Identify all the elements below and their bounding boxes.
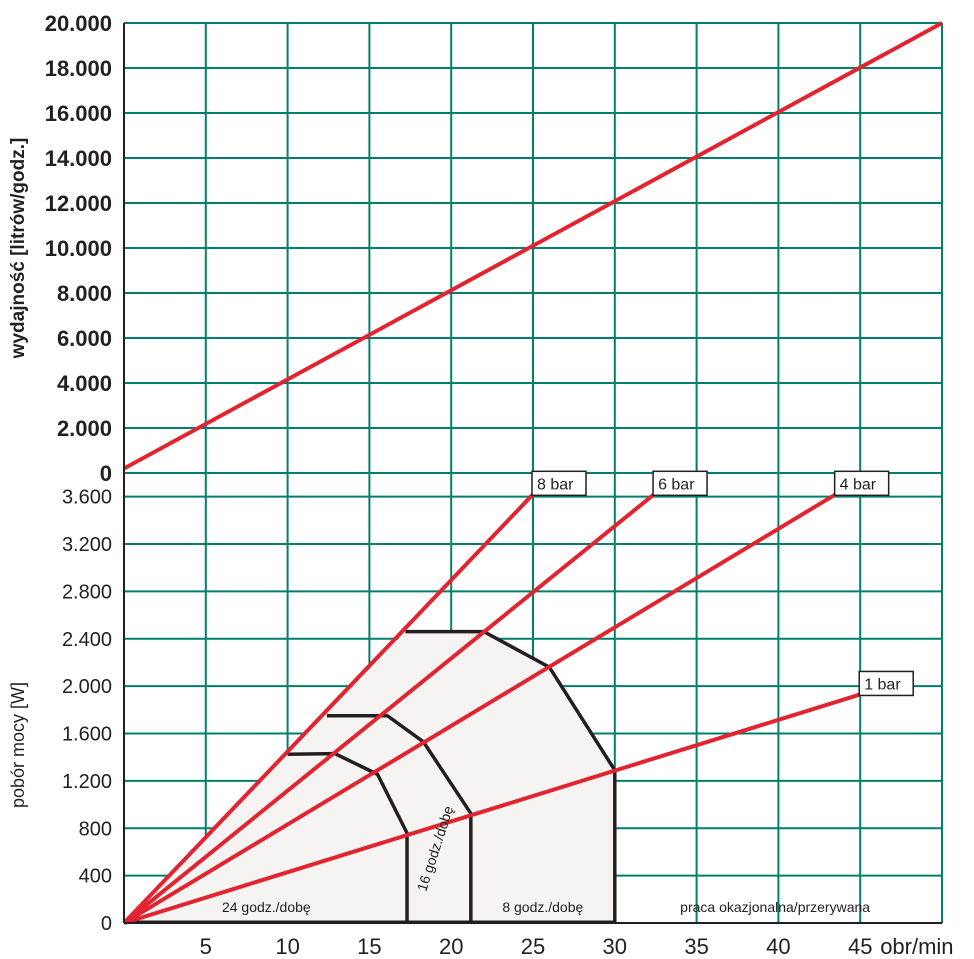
y-tick-label-bottom: 0 <box>101 913 112 935</box>
y-tick-label-top: 12.000 <box>45 191 112 216</box>
pressure-label-box <box>531 470 587 497</box>
x-tick-label: 5 <box>200 934 212 959</box>
y-tick-label-bottom: 400 <box>79 866 112 888</box>
y-tick-label-top: 2.000 <box>57 416 112 441</box>
axes <box>123 23 942 924</box>
y-tick-label-bottom: 1.600 <box>62 724 112 746</box>
y-tick-label-top: 16.000 <box>45 101 112 126</box>
power-line-8-bar <box>122 492 535 925</box>
pressure-label: 6 bar <box>658 476 695 493</box>
y-tick-label-bottom: 2.000 <box>62 676 112 698</box>
y-tick-label-bottom: 2.800 <box>62 581 112 603</box>
x-tick-label: 45 <box>848 934 872 959</box>
y-tick-label-bottom: 2.400 <box>62 629 112 651</box>
y-tick-label-top: 0 <box>100 461 112 486</box>
y-axis-label-bottom: pobór mocy [W] <box>8 682 28 808</box>
x-tick-label: 30 <box>603 934 627 959</box>
power-line-4-bar <box>122 492 837 925</box>
y-tick-label-top: 14.000 <box>45 146 112 171</box>
y-tick-label-bottom: 800 <box>79 818 112 840</box>
capacity-line <box>123 21 943 471</box>
pressure-label: 1 bar <box>864 676 901 693</box>
series-lines <box>122 21 943 925</box>
y-tick-label-top: 20.000 <box>45 11 112 36</box>
x-axis-unit: obr/min <box>880 934 953 959</box>
pressure-labels: 8 bar 6 bar 4 bar 1 bar <box>531 470 914 697</box>
pressure-label-box <box>652 470 708 497</box>
x-tick-label: 35 <box>684 934 708 959</box>
x-tick-label: 20 <box>439 934 463 959</box>
pressure-label: 8 bar <box>537 476 574 493</box>
y-tick-label-top: 6.000 <box>57 326 112 351</box>
zone-boundary <box>287 751 409 923</box>
y-tick-label-bottom: 3.600 <box>62 487 112 509</box>
y-tick-label-top: 8.000 <box>57 281 112 306</box>
y-tick-label-bottom: 3.200 <box>62 534 112 556</box>
y-axis-label-top: wydajność [litrów/godz.] <box>8 138 29 360</box>
power-line-6-bar <box>122 492 656 925</box>
power-line-1-bar <box>123 692 861 925</box>
zone-label: praca okazjonalna/przerywana <box>680 899 870 915</box>
zone-label: 8 godz./dobę <box>502 899 583 915</box>
y-tick-label-top: 10.000 <box>45 236 112 261</box>
pressure-label-box <box>833 470 890 497</box>
pressure-label: 4 bar <box>840 476 877 493</box>
y-tick-label-bottom: 1.200 <box>62 771 112 793</box>
x-tick-label: 10 <box>275 934 299 959</box>
x-tick-label: 40 <box>766 934 790 959</box>
y-tick-label-top: 4.000 <box>57 371 112 396</box>
x-tick-label: 25 <box>521 934 545 959</box>
y-tick-label-top: 18.000 <box>45 56 112 81</box>
tick-labels: 0 2.000 4.000 6.000 8.000 10.000 12.000 14.000 1… <box>8 11 954 959</box>
zone-label: 24 godz./dobę <box>222 899 311 915</box>
x-tick-label: 15 <box>357 934 381 959</box>
pressure-label-box <box>858 670 914 697</box>
